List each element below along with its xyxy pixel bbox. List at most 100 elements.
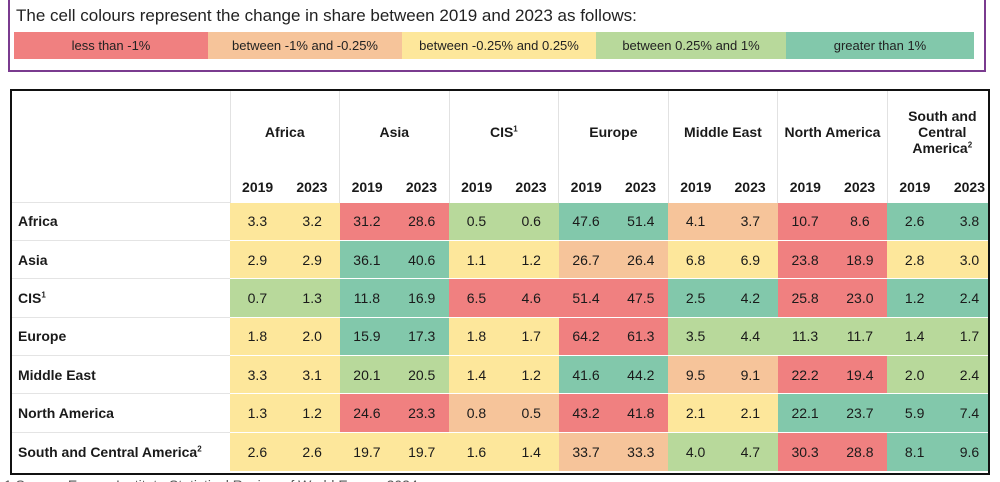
row-label: Europe (12, 316, 230, 356)
value-cell: 36.1 (339, 239, 395, 279)
value-cell: 9.1 (722, 355, 778, 394)
legend-item: between -0.25% and 0.25% (402, 32, 596, 59)
value-cell: 4.1 (668, 201, 723, 241)
value-cell: 0.5 (449, 201, 504, 241)
value-cell: 47.5 (613, 278, 669, 318)
value-cell: 1.4 (449, 355, 504, 394)
year-header: 2019 (448, 172, 504, 202)
value-cell: 23.0 (832, 278, 888, 318)
value-cell: 64.2 (558, 316, 614, 356)
region-column-header: South and Central America2 (886, 91, 988, 172)
value-cell: 23.3 (394, 393, 450, 433)
value-cell: 2.6 (284, 431, 340, 471)
value-cell: 11.7 (832, 316, 888, 356)
year-header: 2023 (624, 178, 657, 195)
table-row: North America 1.3 1.2 24.6 23.3 0.8 0.5 43.2 41.… (12, 393, 988, 433)
year-header: 2019 (777, 172, 833, 202)
value-cell: 41.6 (558, 355, 614, 394)
year-header: 2019 (667, 172, 723, 202)
table-row: CIS1 0.7 1.3 11.8 16.9 6.5 4.6 51.4 47.5 2.5 4.2 25… (12, 278, 988, 318)
value-cell: 9.6 (942, 431, 988, 471)
row-label-text: South and Central America (18, 443, 198, 460)
trade-share-table-container: Africa Asia CIS1 Europe Middle East North Ame… (10, 89, 990, 475)
row-label-text: Africa (18, 213, 58, 230)
year-header: 2023 (953, 178, 985, 195)
value-cell: 2.9 (230, 239, 285, 279)
value-cell: 61.3 (613, 316, 669, 356)
value-cell: 0.8 (449, 393, 504, 433)
value-cell: 8.6 (832, 201, 888, 241)
legend-item: between -1% and -0.25% (208, 32, 402, 59)
value-cell: 23.8 (777, 239, 833, 279)
year-header: 2019 (558, 172, 614, 202)
corner-cell (12, 91, 230, 172)
footnote-marker: 1 (513, 123, 518, 133)
row-label-text: Asia (18, 251, 48, 268)
value-cell: 33.7 (558, 431, 614, 471)
year-header: 2019 (886, 172, 943, 202)
value-cell: 19.4 (832, 355, 888, 394)
legend-item: less than -1% (14, 32, 208, 59)
region-column-header: North America (777, 91, 888, 172)
value-cell: 2.4 (942, 278, 988, 318)
legend-title: The cell colours represent the change in… (16, 6, 637, 25)
row-label: CIS1 (12, 278, 230, 318)
value-cell: 2.6 (230, 431, 285, 471)
value-cell: 51.4 (613, 201, 669, 241)
value-cell: 1.4 (887, 316, 943, 356)
value-cell: 6.5 (449, 278, 504, 318)
value-cell: 4.7 (722, 431, 778, 471)
value-cell: 1.4 (503, 431, 559, 471)
year-header-row: 2019 2023 2019 2023 2019 2023 2019 2023 2019 2023… (12, 172, 988, 202)
region-column-header: Europe (558, 91, 669, 172)
value-cell: 1.8 (449, 316, 504, 356)
value-cell: 9.5 (668, 355, 723, 394)
value-cell: 16.9 (394, 278, 450, 318)
value-cell: 4.0 (668, 431, 723, 471)
value-cell: 23.7 (832, 393, 888, 433)
year-header: 2023 (515, 178, 547, 195)
value-cell: 7.4 (942, 393, 988, 433)
legend-item: greater than 1% (786, 32, 974, 59)
value-cell: 6.9 (722, 239, 778, 279)
region-name: South and Central America (908, 107, 977, 156)
region-name: Africa (264, 123, 305, 140)
value-cell: 1.7 (503, 316, 559, 356)
value-cell: 1.2 (503, 239, 559, 279)
value-cell: 41.8 (613, 393, 669, 433)
row-label: Middle East (12, 355, 230, 394)
value-cell: 3.8 (942, 201, 988, 241)
region-name: CIS (489, 123, 514, 140)
year-header: 2019 (229, 172, 285, 202)
value-cell: 1.2 (887, 278, 943, 318)
footnote-marker: 2 (197, 444, 202, 454)
value-cell: 11.3 (777, 316, 833, 356)
value-cell: 2.4 (942, 355, 988, 394)
value-cell: 3.7 (722, 201, 778, 241)
value-cell: 25.8 (777, 278, 833, 318)
region-column-header: Africa (229, 91, 340, 172)
value-cell: 19.7 (339, 431, 395, 471)
footnote: 1 Source: Energy Institute Statistical R… (4, 477, 418, 482)
row-label-text: North America (18, 405, 114, 422)
value-cell: 30.3 (777, 431, 833, 471)
value-cell: 51.4 (558, 278, 614, 318)
legend-panel: The cell colours represent the change in… (8, 0, 986, 72)
value-cell: 1.1 (449, 239, 504, 279)
region-name: Middle East (684, 123, 762, 140)
row-label: South and Central America2 (12, 431, 230, 471)
value-cell: 28.8 (832, 431, 888, 471)
value-cell: 3.1 (284, 355, 340, 394)
row-label: Africa (12, 201, 230, 241)
value-cell: 2.1 (722, 393, 778, 433)
value-cell: 6.8 (668, 239, 723, 279)
table-row: Africa 3.3 3.2 31.2 28.6 0.5 0.6 47.6 51.4 4.1 3.7… (12, 201, 988, 241)
value-cell: 2.6 (887, 201, 943, 241)
value-cell: 0.7 (230, 278, 285, 318)
value-cell: 3.3 (230, 201, 285, 241)
value-cell: 19.7 (394, 431, 450, 471)
value-cell: 3.5 (668, 316, 723, 356)
row-label-text: Middle East (18, 366, 96, 383)
value-cell: 43.2 (558, 393, 614, 433)
region-column-header: Middle East (667, 91, 778, 172)
